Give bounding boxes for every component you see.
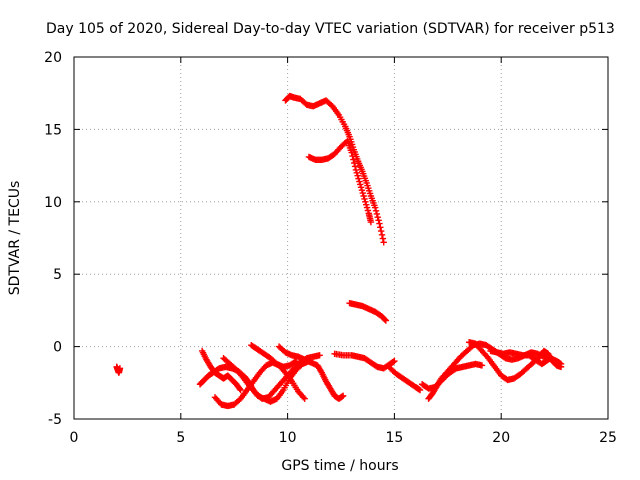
- series-track-16: [487, 347, 554, 368]
- x-tick-labels: 0 5 10 15 20 25: [70, 430, 617, 446]
- y-tick-label: -5: [48, 412, 62, 428]
- data-point: [557, 363, 565, 371]
- data-point: [371, 204, 379, 211]
- data-point: [316, 352, 323, 359]
- data-point: [352, 166, 360, 174]
- data-point: [291, 358, 299, 366]
- data-point: [301, 395, 308, 402]
- data-point: [237, 386, 244, 394]
- data-point: [363, 204, 371, 211]
- data-point: [377, 227, 385, 235]
- data-point: [357, 181, 364, 188]
- data-point: [382, 317, 390, 324]
- data-point: [357, 184, 365, 191]
- data-point: [116, 365, 124, 372]
- plot-points: [113, 92, 565, 410]
- x-tick-label: 20: [492, 430, 510, 446]
- data-point: [380, 239, 387, 246]
- data-point: [367, 218, 375, 226]
- data-point: [362, 198, 369, 205]
- x-tick-label: 5: [176, 430, 185, 446]
- data-point: [364, 207, 372, 214]
- x-tick-label: 25: [599, 430, 617, 446]
- data-point: [356, 178, 363, 185]
- y-tick-label: 5: [53, 267, 62, 283]
- data-point: [359, 189, 366, 197]
- data-point: [372, 207, 380, 214]
- data-point: [355, 175, 362, 182]
- y-tick-label: 15: [44, 122, 62, 138]
- series-track-2: [282, 92, 387, 246]
- x-axis-label: GPS time / hours: [281, 458, 398, 474]
- x-tick-label: 10: [279, 430, 297, 446]
- data-point: [374, 213, 381, 221]
- series-track-10: [275, 343, 347, 402]
- data-point: [349, 152, 356, 160]
- y-tick-label: 0: [53, 340, 62, 356]
- series-track-9: [248, 341, 300, 371]
- data-point: [351, 159, 358, 167]
- plot-frame: [73, 56, 609, 420]
- y-tick-labels: -5 0 5 10 15 20: [44, 50, 62, 428]
- data-point: [353, 169, 361, 177]
- data-point: [376, 220, 383, 227]
- data-point: [361, 195, 368, 203]
- data-point: [391, 357, 398, 365]
- data-point: [236, 385, 243, 393]
- x-tick-label: 15: [385, 430, 403, 446]
- data-point: [339, 392, 347, 400]
- chart-title: Day 105 of 2020, Sidereal Day-to-day VTE…: [46, 21, 615, 37]
- axis-ticks: [73, 56, 609, 420]
- series-track-15: [465, 339, 565, 384]
- y-tick-label: 10: [44, 195, 62, 211]
- data-point: [373, 210, 381, 218]
- grid-lines: [74, 57, 608, 419]
- data-point: [416, 386, 424, 394]
- data-point: [348, 149, 355, 156]
- series-track-1: [113, 363, 124, 376]
- x-tick-label: 0: [70, 430, 79, 446]
- data-point: [351, 163, 359, 170]
- data-point: [360, 192, 367, 200]
- data-point: [378, 231, 386, 239]
- series-track-3: [305, 137, 375, 226]
- y-tick-label: 20: [44, 50, 62, 66]
- data-point: [381, 316, 389, 323]
- y-axis-label: SDTVAR / TECUs: [7, 181, 23, 296]
- data-point: [478, 362, 486, 369]
- data-point: [358, 187, 366, 194]
- series-track-12: [386, 365, 424, 394]
- data-point: [377, 224, 384, 231]
- data-point: [350, 156, 357, 163]
- series-track-7: [198, 347, 244, 394]
- data-point: [354, 172, 361, 179]
- data-point: [547, 354, 554, 362]
- data-point: [363, 201, 370, 208]
- series-track-4: [346, 299, 390, 324]
- series-track-11: [331, 350, 398, 372]
- data-point: [375, 217, 382, 224]
- data-point: [379, 235, 387, 242]
